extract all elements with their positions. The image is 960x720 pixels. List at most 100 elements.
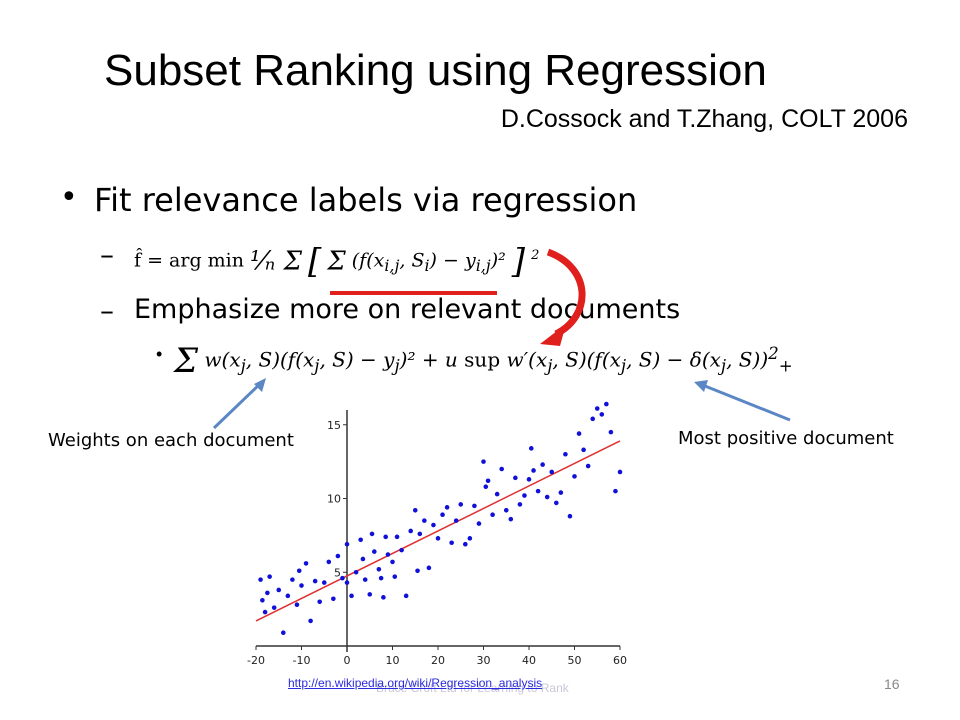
- data-point: [358, 537, 363, 543]
- data-point: [599, 412, 605, 417]
- data-point: [394, 534, 400, 540]
- sub-sub-bullet-dot: •: [156, 344, 163, 364]
- data-point: [517, 502, 523, 507]
- data-point: [426, 565, 432, 571]
- data-point: [540, 462, 545, 467]
- data-point: [308, 618, 313, 624]
- data-point: [535, 488, 541, 494]
- data-point: [262, 609, 268, 615]
- arrow-positive-head: [694, 380, 708, 392]
- regression-scatter-chart: -20 -10 0 10 20 30 40 50 60 5 10 15: [247, 401, 627, 667]
- data-point: [485, 478, 491, 484]
- data-point: [463, 541, 468, 547]
- data-point: [412, 508, 418, 513]
- data-point: [581, 447, 586, 453]
- data-point: [494, 491, 500, 497]
- data-point: [544, 494, 550, 500]
- data-point: [604, 401, 609, 407]
- arrow-positive: [699, 382, 791, 422]
- data-point: [281, 630, 286, 636]
- data-point: [585, 463, 591, 469]
- data-point: [258, 577, 263, 582]
- data-point: [312, 578, 318, 584]
- scatter-points: [258, 401, 623, 636]
- data-point: [276, 587, 282, 593]
- data-point: [385, 552, 391, 557]
- data-point: [296, 568, 302, 574]
- data-point: [390, 559, 395, 565]
- y-tick-label: 15: [327, 419, 341, 432]
- data-point: [383, 534, 388, 540]
- y-tick-label: 5: [334, 566, 341, 579]
- data-point: [440, 512, 445, 518]
- data-point: [522, 493, 527, 498]
- data-point: [472, 503, 477, 509]
- data-point: [617, 469, 623, 475]
- chart-axes: -20 -10 0 10 20 30 40 50 60 5 10 15: [247, 410, 627, 667]
- data-point: [531, 468, 536, 473]
- data-point: [317, 599, 322, 605]
- slide-subtitle: D.Cossock and T.Zhang, COLT 2006: [500, 105, 908, 133]
- sub-bullet-dash: –: [100, 238, 114, 271]
- regression-formula: f̂ = arg min ¹⁄ₙ Σ [ Σ (f(xi,j, Si) − yi…: [134, 241, 540, 282]
- data-point: [476, 521, 482, 526]
- data-point: [554, 500, 559, 506]
- data-point: [399, 547, 404, 553]
- fit-line: [255, 440, 621, 622]
- sub-bullet-2-text: Emphasize more on relevant documents: [134, 294, 681, 325]
- data-point: [417, 531, 423, 537]
- sub-bullet-dash: –: [100, 294, 114, 327]
- data-point: [260, 597, 265, 603]
- data-point: [326, 559, 332, 565]
- arrow-weights-head: [254, 378, 266, 392]
- data-point: [576, 431, 582, 436]
- data-point: [415, 568, 420, 574]
- data-point: [349, 593, 354, 599]
- data-point: [567, 513, 573, 519]
- data-point: [335, 553, 341, 559]
- x-tick-label: 50: [568, 654, 582, 667]
- data-point: [340, 575, 345, 581]
- red-curved-arrow: [546, 248, 586, 338]
- footer-ghost-text: Bruce Croft Ltd for Learning to Rank: [376, 681, 569, 695]
- data-point: [481, 459, 486, 464]
- label-weights: Weights on each document: [48, 430, 294, 451]
- data-point: [490, 512, 495, 518]
- data-point: [435, 536, 441, 541]
- data-point: [381, 595, 386, 600]
- data-point: [422, 518, 427, 523]
- data-point: [353, 569, 359, 575]
- data-point: [376, 567, 382, 572]
- data-point: [294, 602, 300, 607]
- y-tick-label: 10: [327, 493, 341, 506]
- data-point: [362, 577, 368, 582]
- data-point: [265, 590, 270, 596]
- data-point: [572, 474, 577, 479]
- slide-title: Subset Ranking using Regression: [104, 46, 767, 95]
- x-tick-label: 20: [431, 654, 445, 667]
- data-point: [331, 596, 336, 602]
- data-point: [590, 416, 595, 422]
- data-point: [344, 541, 350, 547]
- data-point: [467, 536, 473, 541]
- label-positive: Most positive document: [678, 428, 894, 449]
- x-tick-label: 40: [522, 654, 536, 667]
- data-point: [321, 580, 327, 585]
- footer-link[interactable]: http://en.wikipedia.org/wiki/Regression_…: [288, 676, 543, 690]
- x-tick-label: 60: [613, 654, 627, 667]
- x-tick-label: 0: [344, 654, 351, 667]
- page-number: 16: [884, 676, 900, 692]
- x-tick-label: 10: [386, 654, 400, 667]
- data-point: [499, 466, 505, 472]
- data-point: [360, 556, 366, 562]
- data-point: [449, 540, 454, 546]
- data-point: [367, 592, 373, 597]
- data-point: [549, 469, 555, 475]
- data-point: [594, 406, 600, 411]
- fit-line-group: [255, 440, 621, 622]
- data-point: [392, 574, 398, 579]
- data-point: [528, 446, 534, 451]
- data-point: [267, 574, 272, 579]
- weighted-regression-formula: Σ w(xj, S)(f(xj, S) − yj)² + u sup w′(xj…: [174, 341, 793, 382]
